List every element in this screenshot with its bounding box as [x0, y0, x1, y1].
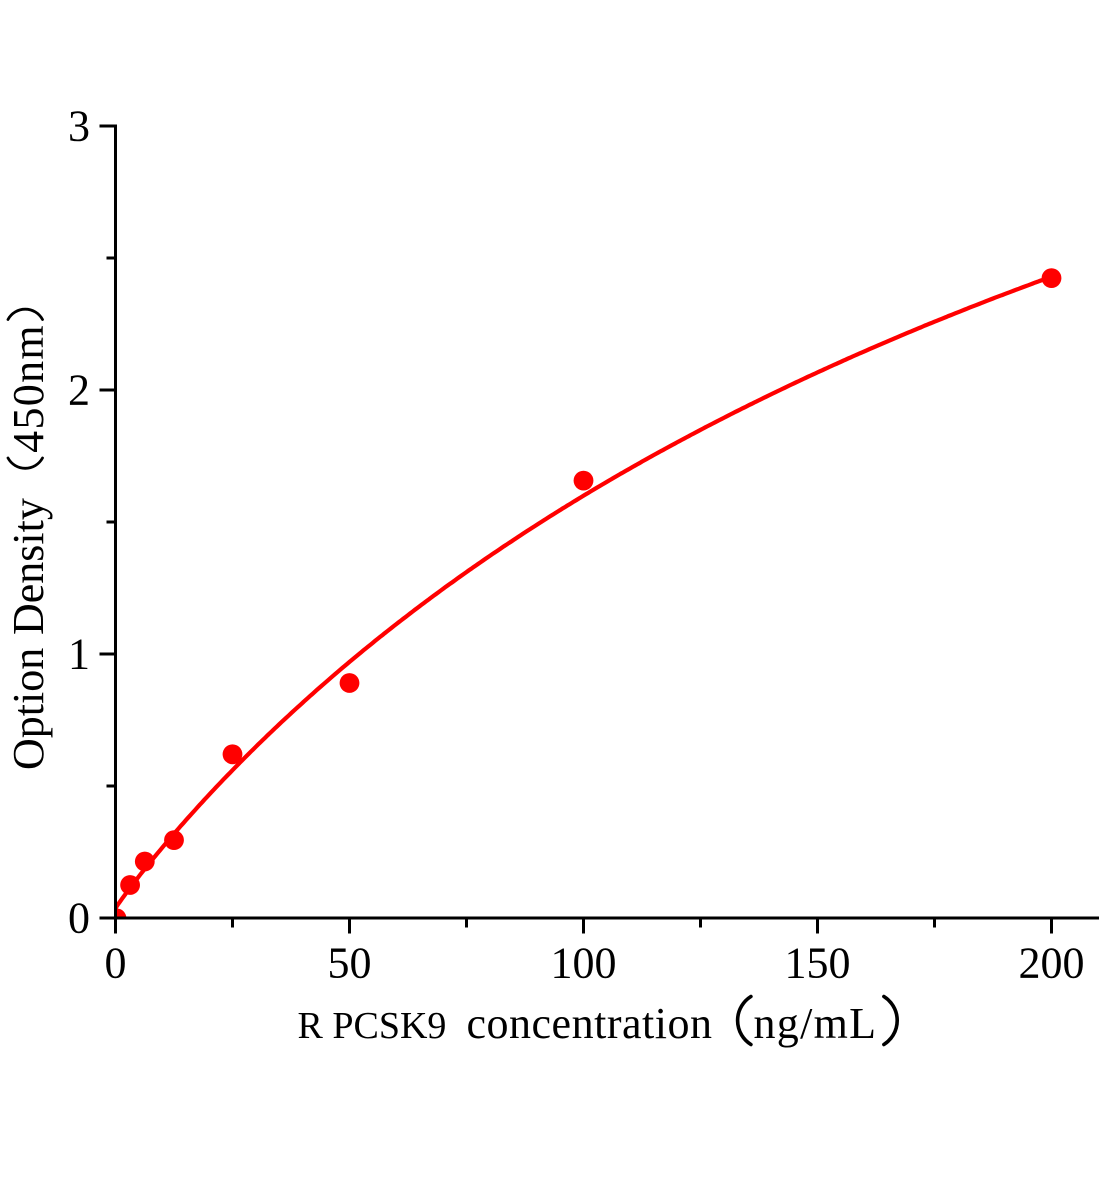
svg-text:1: 1	[68, 630, 90, 679]
svg-text:150: 150	[785, 938, 851, 987]
svg-text:0: 0	[68, 894, 90, 943]
svg-text:Density: Density	[4, 498, 53, 635]
svg-text:ng/mL: ng/mL	[754, 999, 878, 1048]
svg-text:concentration: concentration	[467, 999, 713, 1048]
svg-text:3: 3	[68, 102, 90, 151]
svg-text:0: 0	[105, 938, 127, 987]
svg-text:2: 2	[68, 366, 90, 415]
svg-text:Option: Option	[4, 648, 53, 770]
svg-text:100: 100	[551, 938, 617, 987]
svg-text:450nm: 450nm	[4, 324, 53, 453]
svg-text:200: 200	[1019, 938, 1085, 987]
svg-text:50: 50	[328, 938, 372, 987]
svg-text:R PCSK9: R PCSK9	[298, 1005, 447, 1047]
